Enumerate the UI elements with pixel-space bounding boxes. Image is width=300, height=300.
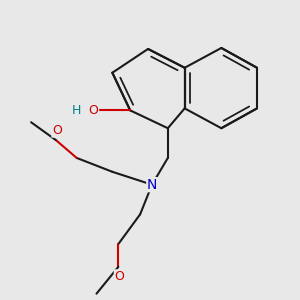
- Text: O: O: [88, 104, 98, 117]
- Text: O: O: [52, 124, 62, 137]
- Text: N: N: [147, 178, 157, 192]
- Text: O: O: [114, 270, 124, 283]
- Text: H: H: [71, 104, 81, 117]
